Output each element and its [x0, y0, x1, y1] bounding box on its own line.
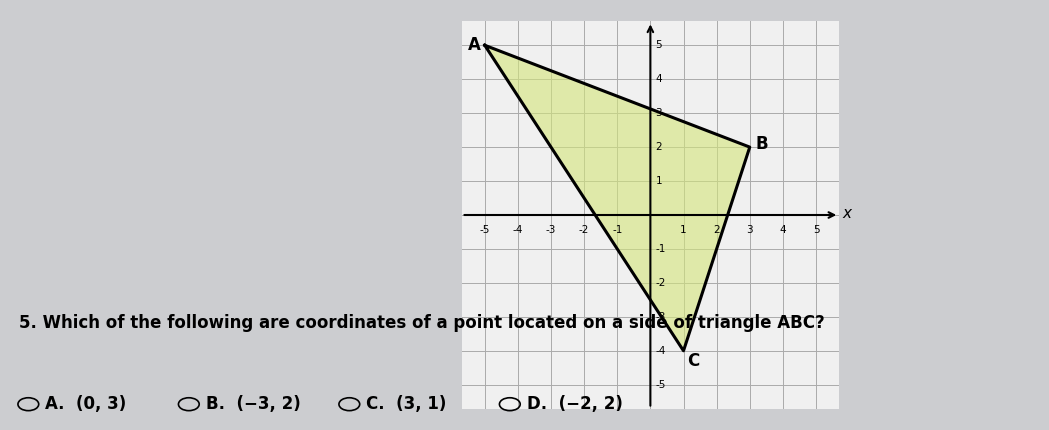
Text: 4: 4	[656, 74, 662, 84]
Text: B.  (−3, 2): B. (−3, 2)	[206, 395, 301, 413]
Text: A.  (0, 3): A. (0, 3)	[45, 395, 127, 413]
Text: -4: -4	[513, 224, 523, 234]
Text: 3: 3	[656, 108, 662, 118]
Text: -3: -3	[545, 224, 556, 234]
Text: D.  (−2, 2): D. (−2, 2)	[527, 395, 623, 413]
Text: -2: -2	[656, 278, 666, 288]
Text: -5: -5	[479, 224, 490, 234]
Text: 5: 5	[813, 224, 819, 234]
Text: -1: -1	[656, 244, 666, 254]
Text: 4: 4	[779, 224, 786, 234]
Text: -3: -3	[656, 312, 666, 322]
Text: 1: 1	[680, 224, 687, 234]
Text: x: x	[842, 206, 852, 221]
Text: 5. Which of the following are coordinates of a point located on a side of triang: 5. Which of the following are coordinate…	[19, 314, 825, 332]
Text: A: A	[468, 36, 481, 54]
Text: -2: -2	[579, 224, 590, 234]
Text: -1: -1	[612, 224, 622, 234]
Text: 5: 5	[656, 40, 662, 50]
Text: -5: -5	[656, 380, 666, 390]
Text: B: B	[755, 135, 768, 153]
Text: 3: 3	[747, 224, 753, 234]
Text: 2: 2	[713, 224, 720, 234]
Text: -4: -4	[656, 346, 666, 356]
Text: 2: 2	[656, 142, 662, 152]
Text: C.  (3, 1): C. (3, 1)	[366, 395, 447, 413]
Text: C: C	[687, 352, 700, 370]
Text: 1: 1	[656, 176, 662, 186]
Polygon shape	[485, 45, 750, 351]
